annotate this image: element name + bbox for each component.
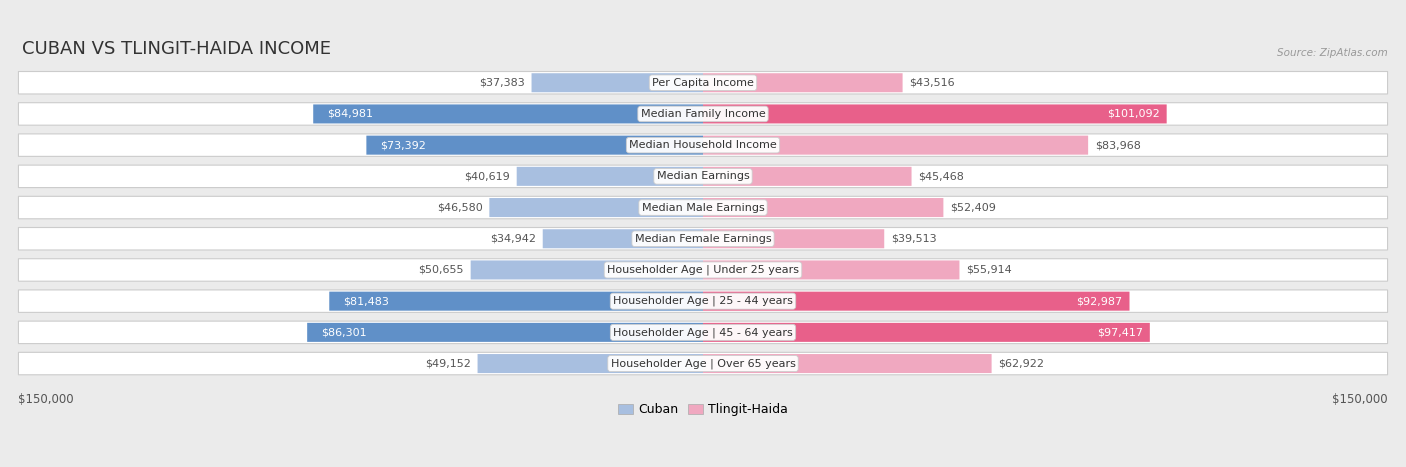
FancyBboxPatch shape [471, 261, 703, 279]
Text: $62,922: $62,922 [998, 359, 1045, 368]
FancyBboxPatch shape [18, 352, 1388, 375]
FancyBboxPatch shape [489, 198, 703, 217]
FancyBboxPatch shape [703, 198, 943, 217]
Text: Median Earnings: Median Earnings [657, 171, 749, 181]
FancyBboxPatch shape [18, 321, 1388, 344]
Text: $86,301: $86,301 [321, 327, 367, 337]
Text: Householder Age | 45 - 64 years: Householder Age | 45 - 64 years [613, 327, 793, 338]
Text: $150,000: $150,000 [18, 393, 75, 405]
Text: CUBAN VS TLINGIT-HAIDA INCOME: CUBAN VS TLINGIT-HAIDA INCOME [22, 40, 330, 58]
Text: $55,914: $55,914 [966, 265, 1012, 275]
FancyBboxPatch shape [703, 73, 903, 92]
FancyBboxPatch shape [703, 229, 884, 248]
Text: $50,655: $50,655 [418, 265, 464, 275]
Text: Source: ZipAtlas.com: Source: ZipAtlas.com [1278, 48, 1388, 58]
FancyBboxPatch shape [18, 259, 1388, 281]
FancyBboxPatch shape [703, 167, 911, 186]
FancyBboxPatch shape [703, 105, 1167, 123]
Text: $92,987: $92,987 [1077, 296, 1122, 306]
FancyBboxPatch shape [329, 291, 703, 311]
FancyBboxPatch shape [314, 105, 703, 123]
FancyBboxPatch shape [307, 323, 703, 342]
Text: $34,942: $34,942 [489, 234, 536, 244]
FancyBboxPatch shape [478, 354, 703, 373]
FancyBboxPatch shape [531, 73, 703, 92]
Text: $46,580: $46,580 [437, 203, 482, 212]
Text: Median Male Earnings: Median Male Earnings [641, 203, 765, 212]
Text: Householder Age | Under 25 years: Householder Age | Under 25 years [607, 265, 799, 275]
Text: $83,968: $83,968 [1095, 140, 1140, 150]
Text: Householder Age | 25 - 44 years: Householder Age | 25 - 44 years [613, 296, 793, 306]
FancyBboxPatch shape [516, 167, 703, 186]
Text: $40,619: $40,619 [464, 171, 510, 181]
FancyBboxPatch shape [703, 291, 1129, 311]
FancyBboxPatch shape [703, 323, 1150, 342]
FancyBboxPatch shape [367, 135, 703, 155]
Text: $84,981: $84,981 [328, 109, 373, 119]
Text: Median Female Earnings: Median Female Earnings [634, 234, 772, 244]
Text: $49,152: $49,152 [425, 359, 471, 368]
Text: $150,000: $150,000 [1331, 393, 1388, 405]
Text: $45,468: $45,468 [918, 171, 965, 181]
Text: $39,513: $39,513 [891, 234, 936, 244]
Text: $73,392: $73,392 [380, 140, 426, 150]
Text: Median Family Income: Median Family Income [641, 109, 765, 119]
Text: $52,409: $52,409 [950, 203, 995, 212]
FancyBboxPatch shape [18, 290, 1388, 312]
FancyBboxPatch shape [18, 165, 1388, 188]
FancyBboxPatch shape [543, 229, 703, 248]
FancyBboxPatch shape [18, 134, 1388, 156]
FancyBboxPatch shape [18, 227, 1388, 250]
Text: $37,383: $37,383 [479, 78, 524, 88]
FancyBboxPatch shape [703, 135, 1088, 155]
FancyBboxPatch shape [18, 103, 1388, 125]
FancyBboxPatch shape [18, 196, 1388, 219]
Text: Median Household Income: Median Household Income [628, 140, 778, 150]
FancyBboxPatch shape [703, 354, 991, 373]
FancyBboxPatch shape [703, 261, 959, 279]
Text: Householder Age | Over 65 years: Householder Age | Over 65 years [610, 358, 796, 369]
Text: Per Capita Income: Per Capita Income [652, 78, 754, 88]
Legend: Cuban, Tlingit-Haida: Cuban, Tlingit-Haida [613, 398, 793, 421]
Text: $97,417: $97,417 [1097, 327, 1143, 337]
FancyBboxPatch shape [18, 71, 1388, 94]
Text: $43,516: $43,516 [910, 78, 955, 88]
Text: $101,092: $101,092 [1107, 109, 1160, 119]
Text: $81,483: $81,483 [343, 296, 389, 306]
